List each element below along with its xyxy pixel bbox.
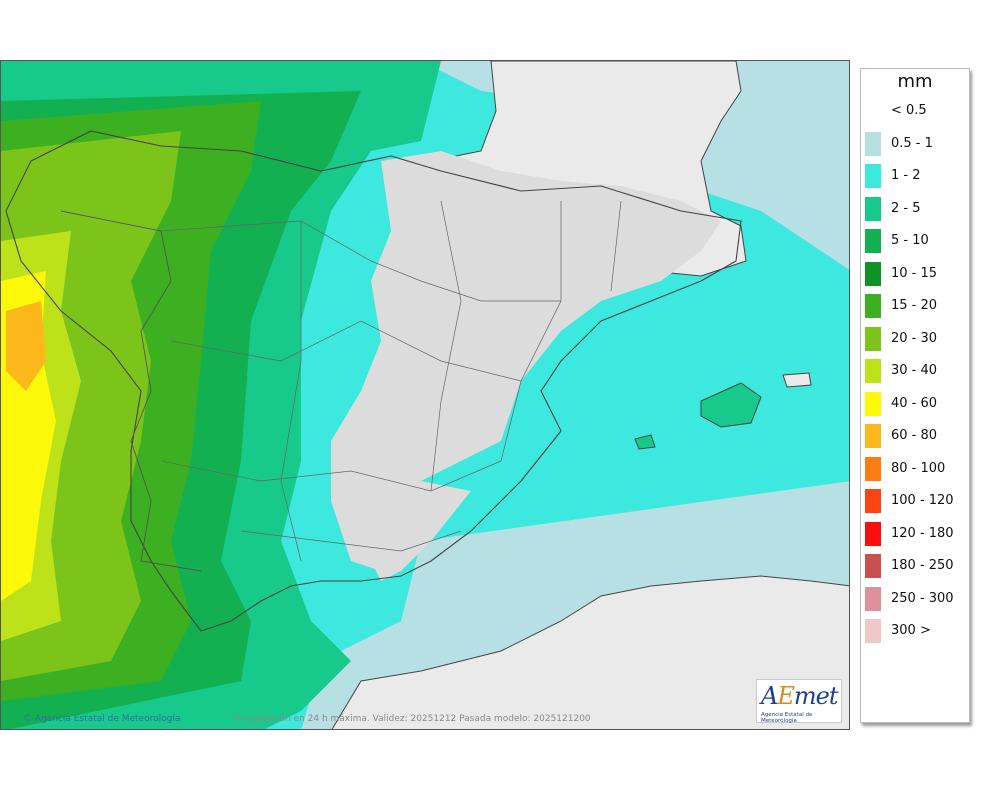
legend-swatch (865, 229, 881, 253)
mallorca (700, 382, 762, 428)
map-caption: Precipitación en 24 h máxima. Validez: 2… (233, 714, 591, 724)
region-border (610, 200, 622, 292)
legend-title: mm (897, 71, 933, 92)
legend-label: 20 - 30 (891, 330, 938, 346)
aemet-logo-mark: AEmet (761, 682, 838, 710)
legend-item: 80 - 100 (865, 456, 965, 481)
portugal-border (60, 210, 202, 572)
copyright-icon: © (23, 714, 32, 724)
legend-label: 0.5 - 1 (891, 135, 933, 151)
legend-swatch (865, 359, 881, 383)
legend-item: 180 - 250 (865, 554, 965, 578)
dry-interior (331, 151, 721, 571)
legend-item: 15 - 20 (865, 294, 965, 318)
legend-label: < 0.5 (891, 103, 927, 118)
legend-label: 250 - 300 (891, 590, 954, 606)
legend-swatch (865, 456, 881, 481)
legend-label: 120 - 180 (891, 525, 954, 541)
legend-swatch (865, 619, 881, 643)
legend-swatch (865, 99, 881, 123)
legend-label: 40 - 60 (891, 395, 938, 411)
legend-item: 10 - 15 (865, 261, 965, 286)
legend-panel: mm < 0.5 0.5 - 1 1 - 2 2 - 5 5 - 10 10 - 15 15… (860, 68, 970, 723)
legend-swatch (865, 164, 881, 188)
legend-label: 10 - 15 (891, 265, 938, 281)
legend-item: 120 - 180 (865, 521, 965, 546)
legend-item: 40 - 60 (865, 391, 965, 416)
legend-swatch (865, 424, 881, 448)
region-border (170, 320, 522, 382)
region-border (160, 220, 561, 302)
region-border (280, 221, 302, 562)
legend-label: 5 - 10 (891, 233, 929, 248)
sea-light-zone (421, 61, 849, 270)
legend-item: 2 - 5 (865, 196, 965, 221)
legend-item: 0.5 - 1 (865, 131, 965, 156)
copyright-text: Agencia Estatal de Meteorología (34, 714, 181, 724)
legend-item: 20 - 30 (865, 326, 965, 351)
legend-swatch (865, 586, 881, 611)
legend-swatch (865, 261, 881, 286)
legend-swatch (865, 391, 881, 416)
legend-item: 1 - 2 (865, 164, 965, 188)
aemet-logo-subtitle: Agencia Estatal de Meteorología (761, 712, 813, 724)
legend-swatch (865, 294, 881, 318)
legend-label: 180 - 250 (891, 558, 954, 573)
legend-item: 300 > (865, 619, 965, 643)
legend-label: 1 - 2 (891, 168, 921, 183)
ibiza (634, 434, 656, 450)
legend-item: 30 - 40 (865, 359, 965, 383)
legend-swatch (865, 196, 881, 221)
region-border (160, 460, 502, 492)
iberia-coast (5, 130, 742, 632)
precipitation-map: © Agencia Estatal de Meteorología Precip… (0, 60, 850, 730)
legend-label: 30 - 40 (891, 363, 938, 378)
copyright-notice: © Agencia Estatal de Meteorología (23, 714, 180, 724)
menorca (782, 372, 812, 388)
legend-label: 60 - 80 (891, 428, 938, 443)
legend-label: 300 > (891, 623, 931, 638)
precip-zone-60-80 (6, 301, 46, 391)
region-border (500, 201, 562, 462)
legend-item: < 0.5 (865, 99, 965, 123)
legend-label: 80 - 100 (891, 460, 946, 476)
aemet-logo: AEmet Agencia Estatal de Meteorología (756, 679, 842, 724)
legend-swatch (865, 489, 881, 513)
dry-interior-east (371, 481, 471, 581)
legend-swatch (865, 554, 881, 578)
map-canvas (1, 61, 849, 729)
legend-label: 100 - 120 (891, 493, 954, 508)
legend-swatch (865, 521, 881, 546)
legend-label: 2 - 5 (891, 200, 921, 216)
africa-land (331, 575, 849, 729)
legend-label: 15 - 20 (891, 298, 938, 313)
legend-swatch (865, 131, 881, 156)
legend-item: 100 - 120 (865, 489, 965, 513)
region-border (240, 530, 462, 552)
legend-item: 250 - 300 (865, 586, 965, 611)
legend-item: 60 - 80 (865, 424, 965, 448)
legend-item: 5 - 10 (865, 229, 965, 253)
region-border (430, 200, 462, 492)
legend-swatch (865, 326, 881, 351)
